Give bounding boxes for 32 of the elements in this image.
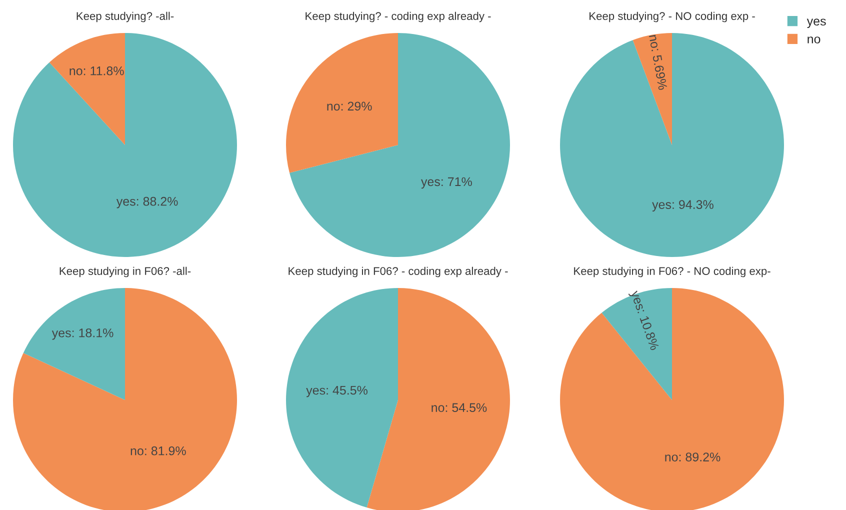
pie-slice	[13, 33, 237, 257]
legend-label: yes	[806, 18, 826, 28]
category-label: no: 11.8%	[70, 66, 124, 76]
slice-label: no: 54.5%	[432, 403, 487, 412]
pie-slice	[560, 288, 784, 510]
pie-slice	[366, 288, 510, 510]
slice-label: yes: 10.8%	[628, 290, 660, 352]
chart-title: Keep studying? -all-	[76, 12, 174, 22]
category-label: yes: 88.2%	[116, 196, 178, 208]
slice-label: no: 89.2%	[665, 452, 720, 462]
pie-slice	[290, 33, 510, 257]
slice-label: yes: 71%	[421, 177, 472, 189]
pie-slice	[286, 288, 398, 508]
chart-title: Keep studying in F06? -all-	[60, 266, 191, 278]
pie-slice	[560, 33, 784, 257]
slice-label: yes: 18.1%	[52, 328, 114, 340]
pie-slice	[13, 288, 237, 510]
slice-label: yes: 94.3%	[652, 200, 714, 212]
slice-label: no: 29%	[327, 102, 372, 111]
chart-title: Keep studying? - NO coding exp -	[590, 12, 755, 22]
pie-slice	[602, 288, 672, 400]
chart-title: Keep studying in F06? - NO coding exp-	[574, 266, 770, 278]
legend-label: no	[808, 36, 820, 44]
chart-title: Keep studying in F06? - coding exp already -	[288, 266, 508, 278]
slice-label: no: 5.69%	[648, 34, 668, 90]
pie-slice	[632, 33, 672, 145]
pie-slice	[23, 288, 125, 400]
pie-slice	[286, 33, 398, 173]
slice-label: yes: 45.5%	[306, 386, 368, 398]
slice-label: no: 81.9%	[130, 446, 186, 456]
pie-slice	[49, 33, 125, 145]
chart-title: Keep studying? - coding exp already -	[306, 12, 491, 22]
